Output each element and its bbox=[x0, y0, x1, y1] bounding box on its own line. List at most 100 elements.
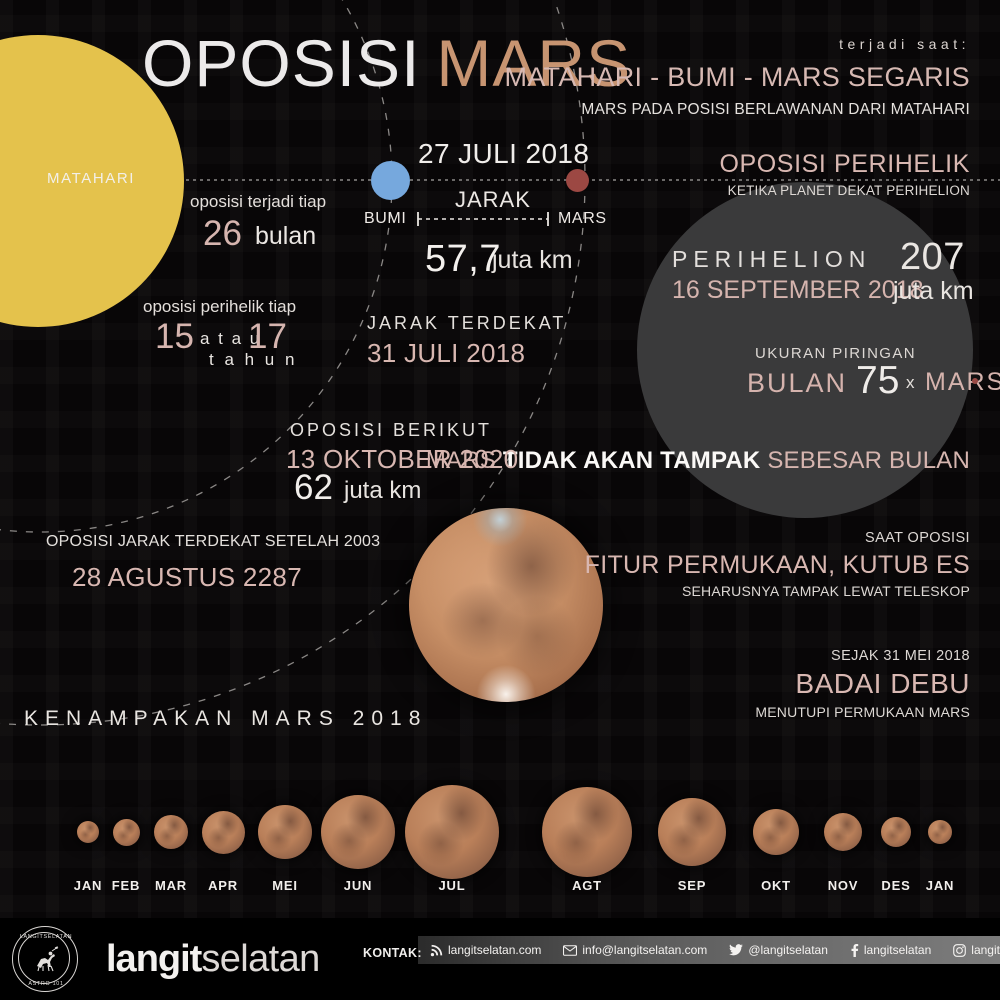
distance-value: 57,7 bbox=[425, 238, 501, 280]
month-label-apr-3: APR bbox=[208, 878, 238, 893]
contact-item-facebook[interactable]: langitselatan bbox=[850, 943, 931, 957]
title-part-oposisi: OPOSISI bbox=[142, 26, 421, 100]
contact-item-rss[interactable]: langitselatan.com bbox=[430, 943, 541, 957]
perihelic-cadence-caption: oposisi perihelik tiap bbox=[143, 297, 297, 316]
instagram-icon bbox=[953, 943, 967, 957]
month-label-okt-9: OKT bbox=[761, 878, 791, 893]
mars-disk-jan-0 bbox=[77, 821, 99, 843]
mars-disk-des-11 bbox=[881, 817, 911, 847]
telescope-eyebrow: SAAT OPOSISI bbox=[865, 530, 970, 546]
next-opposition-caption: OPOSISI BERIKUT bbox=[290, 420, 493, 440]
disk-size-caption: UKURAN PIRINGAN bbox=[755, 345, 917, 362]
disk-size-times: x bbox=[906, 373, 915, 392]
logo-bottom-text: ASTRO 101 bbox=[28, 981, 64, 987]
closest-after-2003-caption: OPOSISI JARAK TERDEKAT SETELAH 2003 bbox=[46, 533, 381, 550]
telescope-subline: SEHARUSNYA TAMPAK LEWAT TELESKOP bbox=[681, 583, 970, 599]
perihelic-cadence-value2: 17 bbox=[248, 317, 287, 356]
sagittarius-centaur-icon bbox=[37, 946, 59, 972]
contact-text: langitselatan.com bbox=[448, 943, 542, 957]
mars-disk-mei-4 bbox=[258, 805, 312, 859]
contact-label: KONTAK: bbox=[363, 946, 422, 960]
page-title: OPOSISI MARS bbox=[142, 25, 631, 101]
alignment-headline: MATAHARI - BUMI - MARS SEGARIS bbox=[504, 62, 970, 92]
mars-disk-jun-5 bbox=[321, 795, 395, 869]
mars-disk-apr-3 bbox=[201, 810, 245, 854]
month-label-jun-5: JUN bbox=[343, 878, 373, 893]
closest-caption: JARAK TERDEKAT bbox=[367, 313, 567, 333]
mars-photo-disk bbox=[409, 508, 603, 702]
cadence-caption: oposisi terjadi tiap bbox=[190, 192, 327, 211]
perihelion-label: PERIHELION bbox=[672, 246, 872, 272]
distance-unit: juta km bbox=[492, 246, 573, 274]
month-label-feb-1: FEB bbox=[111, 878, 141, 893]
contact-text: info@langitselatan.com bbox=[582, 943, 708, 957]
contact-text: langitselatanmedia bbox=[971, 943, 1000, 957]
logo-top-text: LANGITSELATAN bbox=[19, 933, 73, 940]
earth-label: BUMI bbox=[364, 210, 407, 227]
next-opposition-value: 62 bbox=[294, 468, 333, 507]
cadence-value: 26 bbox=[203, 214, 242, 253]
mars-size-timeline: JAN FEB MAR APR MEI JUN JUL AGT SEP OKT NOV DES JAN bbox=[0, 762, 1000, 912]
brand-langit: langit bbox=[106, 938, 202, 980]
closest-after-2003-date: 28 AGUSTUS 2287 bbox=[72, 562, 302, 592]
earth-planet-icon bbox=[371, 161, 410, 200]
mars-disk-mar-2 bbox=[154, 815, 188, 849]
month-label-jan-0: JAN bbox=[73, 878, 103, 893]
moon-size-disk bbox=[637, 182, 973, 518]
month-label-agt-7: AGT bbox=[572, 878, 602, 893]
month-label-jan-12: JAN bbox=[925, 878, 955, 893]
opposition-date: 27 JULI 2018 bbox=[418, 138, 590, 169]
oposisi-perihelik-heading: OPOSISI PERIHELIK bbox=[719, 150, 970, 178]
mars-label: MARS bbox=[558, 210, 607, 227]
perihelic-cadence-unit: t a h u n bbox=[209, 350, 298, 369]
contact-text: langitselatan bbox=[863, 943, 932, 957]
month-label-mar-2: MAR bbox=[154, 878, 188, 893]
telescope-headline: FITUR PERMUKAAN, KUTUB ES bbox=[584, 551, 970, 579]
distance-caption: JARAK bbox=[455, 187, 531, 212]
mars-disk-jul-6 bbox=[405, 785, 499, 879]
mars-disk-jan-12 bbox=[928, 820, 952, 844]
perihelic-cadence-conj: a t a u bbox=[200, 329, 262, 348]
perihelion-unit: juta km bbox=[893, 277, 974, 305]
disk-size-mars-label: MARS bbox=[925, 368, 1000, 396]
month-label-mei-4: MEI bbox=[272, 878, 298, 893]
month-label-des-11: DES bbox=[881, 878, 911, 893]
contact-item-instagram[interactable]: langitselatanmedia bbox=[953, 943, 1000, 957]
mars-dot-icon bbox=[972, 378, 978, 384]
mars-disk-feb-1 bbox=[112, 818, 140, 846]
disk-size-factor: 75 bbox=[856, 359, 900, 402]
next-opposition-date: 13 OKTOBER 2020 bbox=[286, 444, 519, 474]
perihelion-value: 207 bbox=[900, 236, 965, 278]
contact-text: @langitselatan bbox=[748, 943, 828, 957]
dust-storm-eyebrow: SEJAK 31 MEI 2018 bbox=[831, 648, 970, 664]
title-part-mars: MARS bbox=[436, 26, 632, 100]
not-as-big-pre: MARS bbox=[425, 447, 503, 474]
mars-disk-agt-7 bbox=[542, 787, 632, 877]
contact-item-twitter[interactable]: @langitselatan bbox=[729, 943, 828, 957]
contact-item-envelope[interactable]: info@langitselatan.com bbox=[563, 943, 707, 957]
appearance-heading: KENAMPAKAN MARS 2018 bbox=[24, 707, 428, 730]
rss-icon bbox=[430, 944, 443, 957]
distance-measure-bar bbox=[417, 212, 549, 226]
month-label-sep-8: SEP bbox=[677, 878, 707, 893]
logo-inner-ring bbox=[18, 932, 70, 984]
sun-label: MATAHARI bbox=[47, 170, 136, 187]
oposisi-perihelik-subheading: KETIKA PLANET DEKAT PERIHELION bbox=[727, 183, 970, 198]
cadence-unit: bulan bbox=[255, 222, 317, 250]
perihelic-cadence-value1: 15 bbox=[155, 317, 194, 356]
not-as-big-statement: MARS TIDAK AKAN TAMPAK SEBESAR BULAN bbox=[426, 447, 970, 475]
month-label-nov-10: NOV bbox=[827, 878, 859, 893]
langitselatan-logo[interactable]: LANGITSELATAN ASTRO 101 bbox=[12, 926, 78, 992]
alignment-subline: MARS PADA POSISI BERLAWANAN DARI MATAHAR… bbox=[581, 101, 970, 118]
brand-wordmark[interactable]: langitselatan bbox=[106, 938, 320, 981]
mars-disk-okt-9 bbox=[753, 809, 799, 855]
facebook-icon bbox=[850, 943, 859, 957]
not-as-big-strong: TIDAK AKAN TAMPAK bbox=[502, 447, 761, 474]
disk-size-moon-label: BULAN bbox=[747, 368, 848, 398]
terjadi-saat-eyebrow: terjadi saat: bbox=[839, 36, 970, 52]
contact-bar: langitselatan.com info@langitselatan.com @… bbox=[418, 936, 1000, 964]
twitter-icon bbox=[729, 944, 744, 956]
mars-disk-nov-10 bbox=[824, 813, 862, 851]
month-label-jul-6: JUL bbox=[438, 878, 466, 893]
